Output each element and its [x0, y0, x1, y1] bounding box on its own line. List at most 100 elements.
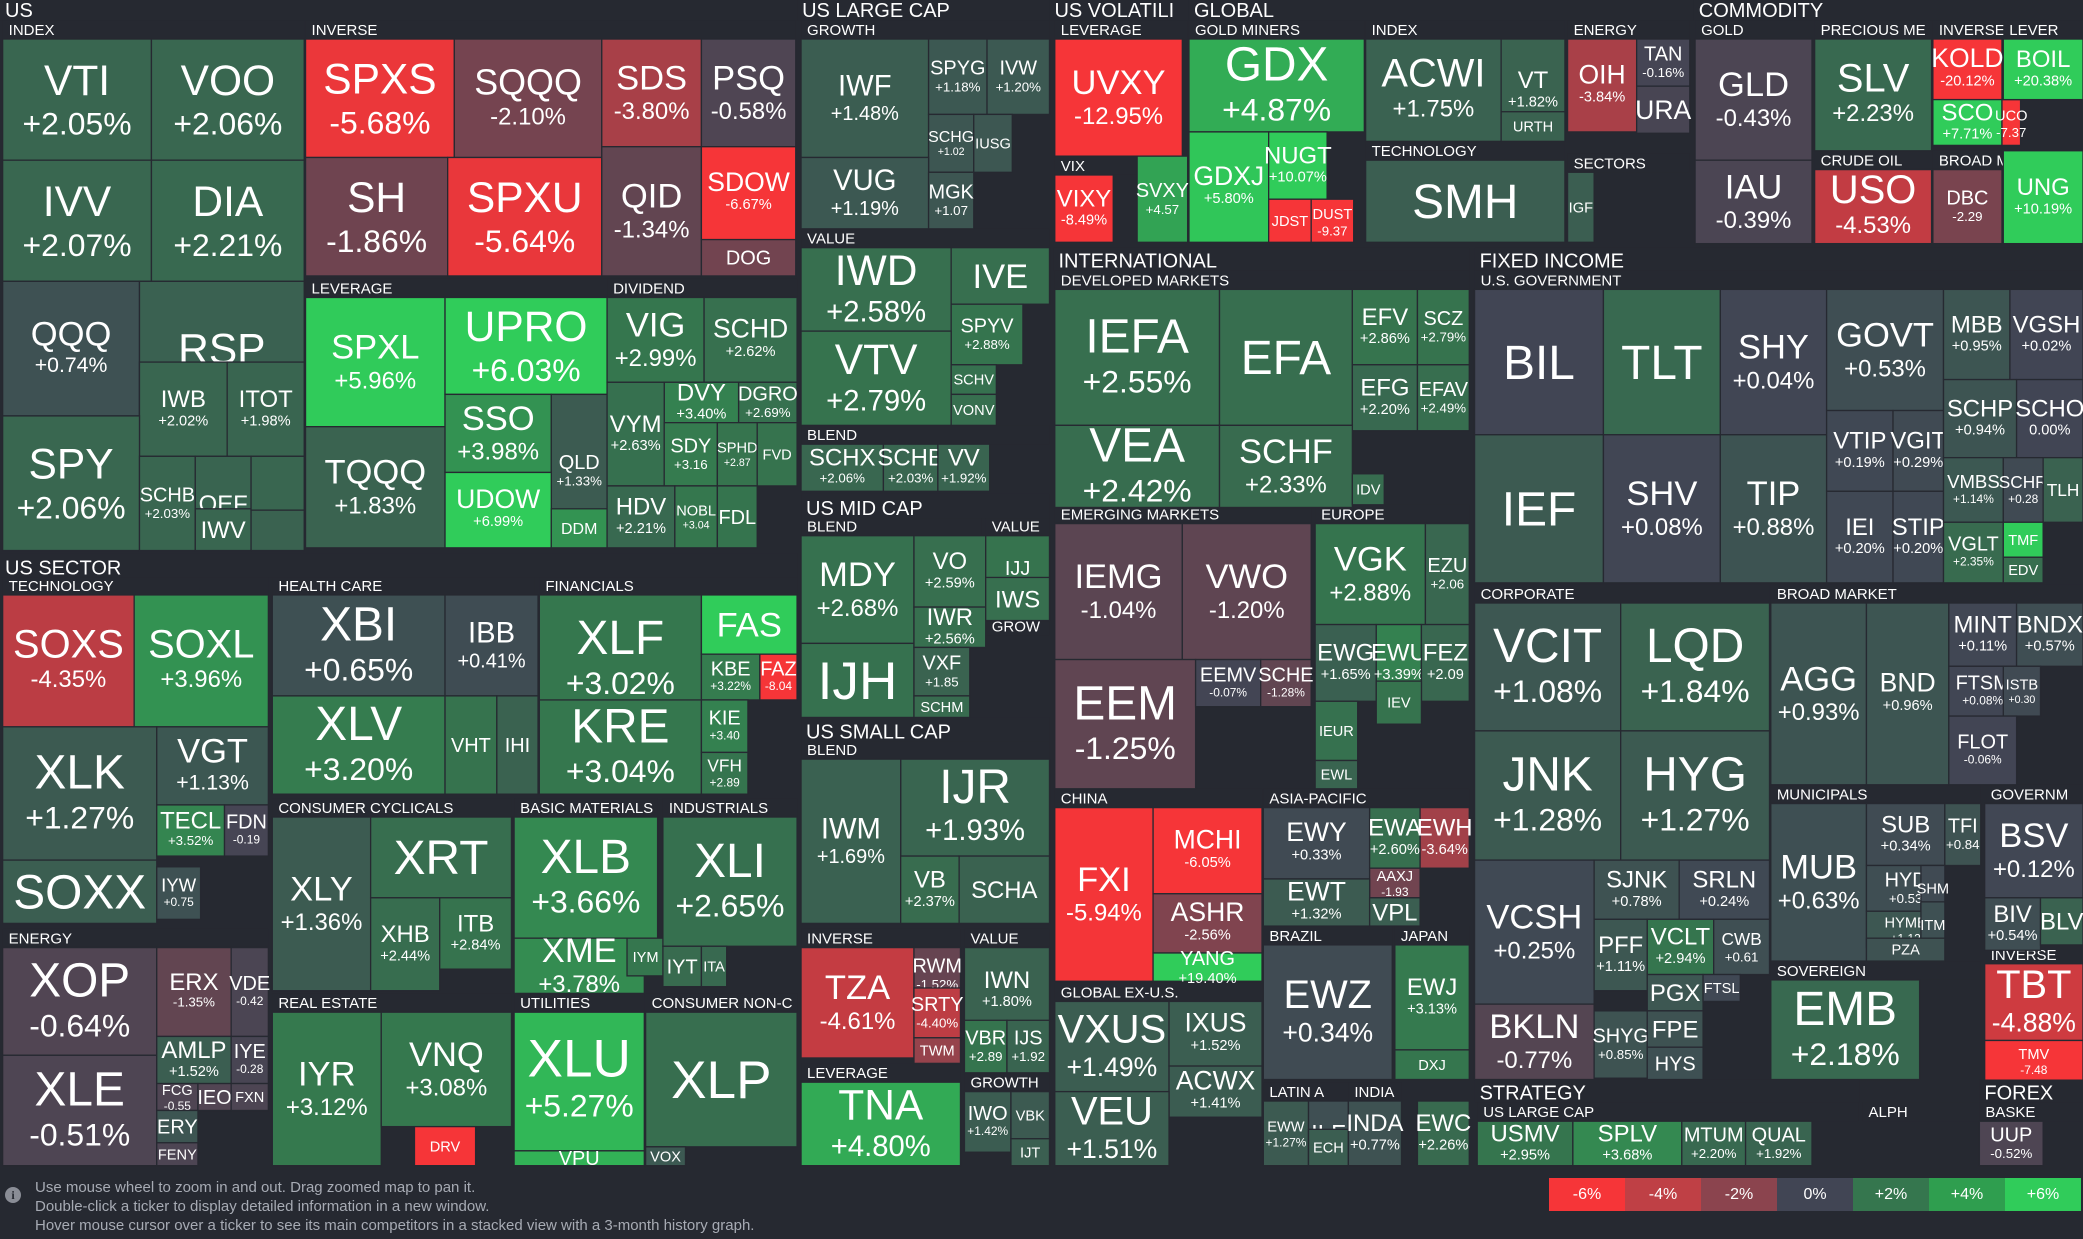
tile-vv[interactable]: [937, 443, 991, 492]
tile-xbi[interactable]: [271, 594, 446, 697]
tile-flot[interactable]: [1948, 715, 2018, 786]
tile-tip[interactable]: [1719, 434, 1828, 584]
tile-unlabeled-12[interactable]: [250, 455, 305, 511]
tile-sphd[interactable]: [716, 422, 758, 487]
tile-stip[interactable]: [1892, 490, 1945, 584]
tile-ivw[interactable]: [986, 38, 1051, 116]
tile-jdst[interactable]: [1268, 198, 1312, 243]
tile-vxus[interactable]: [1054, 1000, 1170, 1093]
tile-tecl[interactable]: [156, 804, 226, 857]
tile-ive[interactable]: [950, 247, 1051, 305]
tile-vwo[interactable]: [1181, 522, 1312, 661]
tile-vtip[interactable]: [1825, 409, 1894, 492]
tile-ijr[interactable]: [900, 758, 1051, 857]
tile-vht[interactable]: [444, 695, 498, 795]
tile-lqd[interactable]: [1620, 602, 1771, 732]
tile-ewz[interactable]: [1262, 944, 1393, 1081]
tile-xlp[interactable]: [644, 1011, 798, 1148]
tile-kre[interactable]: [538, 699, 703, 795]
tile-sso[interactable]: [444, 393, 552, 474]
tile-erx[interactable]: [156, 946, 232, 1038]
tile-acwi[interactable]: [1364, 38, 1502, 142]
tile-tza[interactable]: [800, 946, 915, 1059]
tile-iusg[interactable]: [973, 113, 1013, 173]
tile-ung[interactable]: [2002, 150, 2083, 245]
tile-nugt[interactable]: [1268, 131, 1328, 200]
tile-ewh[interactable]: [1419, 806, 1470, 869]
tile-xlk[interactable]: [2, 726, 158, 861]
tile-vox[interactable]: [644, 1146, 687, 1167]
tile-svxy[interactable]: [1136, 155, 1189, 243]
tile-mtum[interactable]: [1681, 1120, 1747, 1167]
tile-istb[interactable]: [2002, 665, 2042, 717]
tile-bil[interactable]: [1473, 288, 1605, 436]
tile-sche[interactable]: [1260, 658, 1312, 708]
tile-itb[interactable]: [439, 897, 513, 970]
tile-dxj[interactable]: [1394, 1049, 1470, 1081]
tile-vfh[interactable]: [700, 751, 749, 795]
tile-iws[interactable]: [985, 576, 1051, 622]
tile-iwv[interactable]: [194, 508, 252, 552]
tile-urth[interactable]: [1500, 111, 1566, 142]
tile-sh[interactable]: [304, 156, 449, 277]
tile-ijt[interactable]: [1010, 1138, 1051, 1167]
tile-uvxy[interactable]: [1054, 38, 1183, 157]
tile-ewt[interactable]: [1262, 878, 1371, 927]
tile-dgro[interactable]: [737, 381, 798, 424]
tile-schf[interactable]: [1218, 424, 1354, 509]
tile-schv[interactable]: [950, 364, 997, 396]
tile-slv[interactable]: [1814, 38, 1933, 152]
tile-xly[interactable]: [271, 816, 372, 992]
tile-ief[interactable]: [1473, 434, 1605, 584]
tile-govt[interactable]: [1825, 288, 1945, 412]
tile-schb[interactable]: [882, 443, 939, 492]
tile-bnd[interactable]: [1865, 602, 1950, 786]
tile-vig[interactable]: [606, 296, 705, 383]
tile-sjnk[interactable]: [1593, 859, 1680, 920]
tile-sdow[interactable]: [700, 146, 797, 241]
tile-xli[interactable]: [662, 816, 798, 947]
tile-unlabeled-13[interactable]: [250, 509, 305, 552]
tile-vpu[interactable]: [513, 1150, 645, 1167]
tile-sco[interactable]: [1932, 98, 2003, 147]
tile-efg[interactable]: [1351, 364, 1419, 432]
tile-vde[interactable]: [230, 946, 269, 1038]
tile-psq[interactable]: [700, 38, 797, 148]
tile-xrt[interactable]: [369, 816, 513, 899]
tile-ibb[interactable]: [444, 594, 539, 697]
tile-sqqq[interactable]: [453, 38, 603, 159]
tile-voo[interactable]: [150, 38, 305, 161]
treemap-canvas[interactable]: INDEX INVERSE LEVERAGE DIVIDEND GROWTH VALUE B…: [0, 0, 2083, 1167]
tile-scho[interactable]: [2015, 378, 2083, 459]
tile-smh[interactable]: [1364, 159, 1566, 243]
tile-mbb[interactable]: [1942, 288, 2011, 381]
tile-vea[interactable]: [1054, 424, 1221, 509]
tile-kbe[interactable]: [700, 653, 761, 701]
tile-mgk[interactable]: [927, 171, 975, 230]
tile-mint[interactable]: [1948, 602, 2018, 667]
tile-upro[interactable]: [444, 296, 608, 396]
tile-shyg[interactable]: [1593, 1010, 1648, 1079]
tile-uso[interactable]: [1814, 168, 1933, 245]
tile-iwd[interactable]: [800, 247, 952, 332]
tile-shy[interactable]: [1719, 288, 1828, 436]
tile-igf[interactable]: [1566, 171, 1595, 243]
tile-xop[interactable]: [2, 946, 158, 1056]
tile-mdy[interactable]: [800, 535, 915, 645]
tile-ftsl[interactable]: [1702, 973, 1741, 1003]
tile-iwr[interactable]: [913, 606, 987, 649]
tile-dust[interactable]: [1310, 198, 1355, 243]
tile-vb[interactable]: [900, 855, 960, 925]
tile-nobl[interactable]: [674, 485, 719, 549]
tile-ita[interactable]: [700, 945, 728, 988]
tile-efv[interactable]: [1351, 288, 1419, 366]
tile-xlb[interactable]: [513, 816, 659, 939]
tile-qid[interactable]: [601, 146, 703, 277]
tile-blv[interactable]: [2039, 897, 2083, 946]
tile-veu[interactable]: [1054, 1090, 1170, 1167]
tile-ihi[interactable]: [496, 695, 539, 795]
tile-iwf[interactable]: [800, 38, 930, 159]
tile-tfi[interactable]: [1944, 802, 1982, 867]
tile-sdy[interactable]: [663, 422, 719, 487]
tile-pza[interactable]: [1865, 937, 1946, 962]
